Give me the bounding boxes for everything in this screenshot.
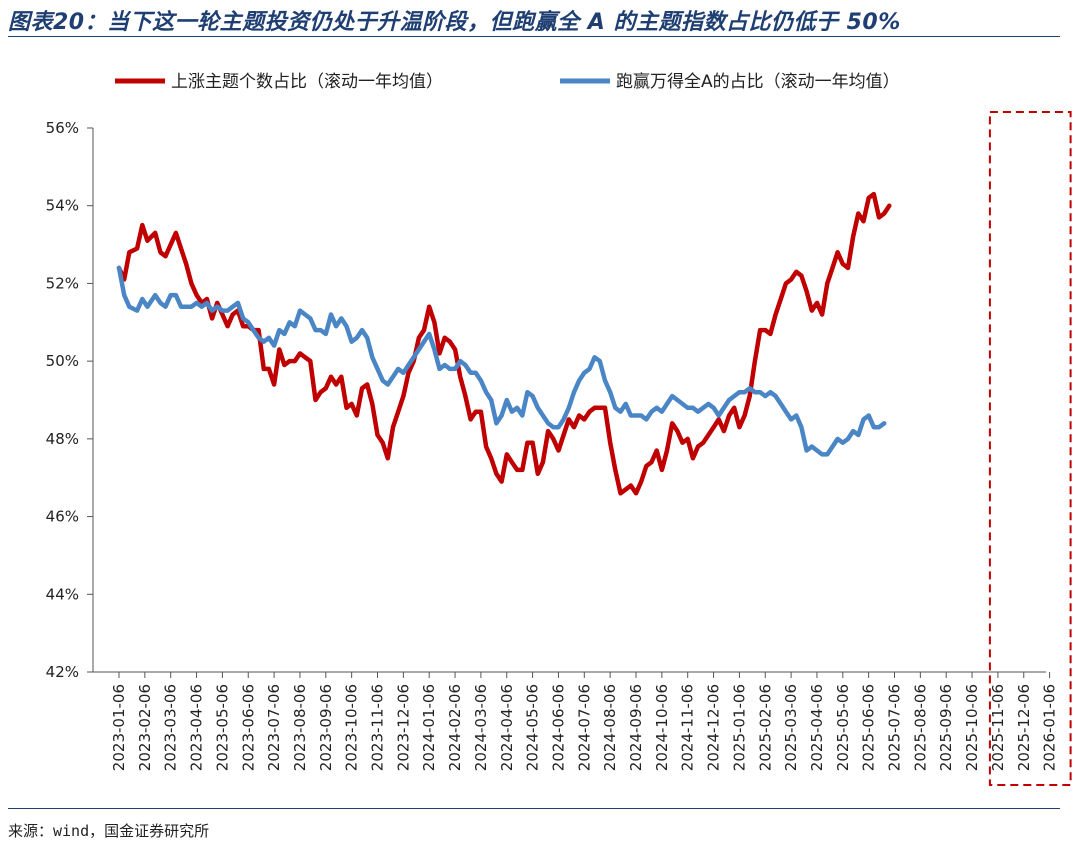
series-line-2 <box>116 265 887 457</box>
y-tick-label: 50% <box>46 352 79 370</box>
source-note: 来源：wind，国金证券研究所 <box>8 822 210 840</box>
x-tick-label: 2023-05-06 <box>213 684 231 771</box>
x-tick-label: 2025-06-06 <box>860 684 878 771</box>
x-tick-label: 2023-07-06 <box>265 684 283 771</box>
y-tick-label: 56% <box>46 119 79 137</box>
line-chart: 上涨主题个数占比（滚动一年均值） 跑赢万得全A的占比（滚动一年均值） 42% 44… <box>46 72 1072 786</box>
x-tick-label: 2025-01-06 <box>730 684 748 771</box>
x-tick-label: 2024-08-06 <box>601 684 619 771</box>
y-tick-label: 44% <box>46 585 79 603</box>
x-tick-label: 2026-01-06 <box>1041 684 1059 771</box>
x-tick-label: 2025-11-06 <box>989 684 1007 771</box>
legend-label-series-2: 跑赢万得全A的占比（滚动一年均值） <box>616 72 900 92</box>
x-tick-label: 2025-09-06 <box>937 684 955 771</box>
x-tick-label: 2024-10-06 <box>653 684 671 771</box>
x-tick-label: 2025-05-06 <box>834 684 852 771</box>
x-tick-label: 2025-12-06 <box>1015 684 1033 771</box>
y-tick-label: 54% <box>46 197 79 215</box>
title-rule <box>8 36 1060 37</box>
series-layer <box>116 191 892 496</box>
y-tick-label: 42% <box>46 663 79 681</box>
x-tick-label: 2025-02-06 <box>756 684 774 771</box>
x-axis: 2023-01-06 2023-02-06 2023-03-06 2023-04-06… <box>93 671 1059 771</box>
x-tick-label: 2023-04-06 <box>188 684 206 771</box>
x-tick-label: 2023-11-06 <box>369 684 387 771</box>
x-tick-label: 2023-03-06 <box>162 684 180 771</box>
figure-title: 图表20：当下这一轮主题投资仍处于升温阶段，但跑赢全 A 的主题指数占比仍低于 … <box>8 10 901 35</box>
legend-label-series-1: 上涨主题个数占比（滚动一年均值） <box>171 72 443 92</box>
x-tick-label: 2024-12-06 <box>705 684 723 771</box>
x-tick-label: 2025-03-06 <box>782 684 800 771</box>
x-tick-label: 2024-01-06 <box>420 684 438 771</box>
x-tick-label: 2023-10-06 <box>343 684 361 771</box>
x-tick-label: 2025-04-06 <box>808 684 826 771</box>
y-axis: 42% 44% 46% 48% 50% 52% 54% 56% <box>46 119 94 681</box>
legend: 上涨主题个数占比（滚动一年均值） 跑赢万得全A的占比（滚动一年均值） <box>115 72 900 92</box>
x-tick-label: 2024-06-06 <box>549 684 567 771</box>
x-tick-label: 2024-05-06 <box>524 684 542 771</box>
x-tick-label: 2024-03-06 <box>472 684 490 771</box>
y-tick-label: 48% <box>46 430 79 448</box>
x-tick-label: 2025-07-06 <box>886 684 904 771</box>
x-tick-label: 2024-02-06 <box>446 684 464 771</box>
source-rule <box>8 808 1060 809</box>
x-tick-label: 2025-10-06 <box>963 684 981 771</box>
x-tick-label: 2023-02-06 <box>136 684 154 771</box>
x-tick-label: 2023-01-06 <box>110 684 128 771</box>
highlight-box <box>988 111 1072 786</box>
x-tick-label: 2024-07-06 <box>575 684 593 771</box>
x-tick-label: 2023-12-06 <box>394 684 412 771</box>
x-tick-label: 2025-08-06 <box>911 684 929 771</box>
x-tick-label: 2024-11-06 <box>679 684 697 771</box>
x-tick-label: 2023-06-06 <box>239 684 257 771</box>
y-tick-label: 46% <box>46 508 79 526</box>
y-tick-label: 52% <box>46 274 79 292</box>
x-tick-label: 2023-08-06 <box>291 684 309 771</box>
series-line-1 <box>116 191 892 496</box>
x-tick-label: 2024-09-06 <box>627 684 645 771</box>
x-tick-label: 2024-04-06 <box>498 684 516 771</box>
x-tick-label: 2023-09-06 <box>317 684 335 771</box>
